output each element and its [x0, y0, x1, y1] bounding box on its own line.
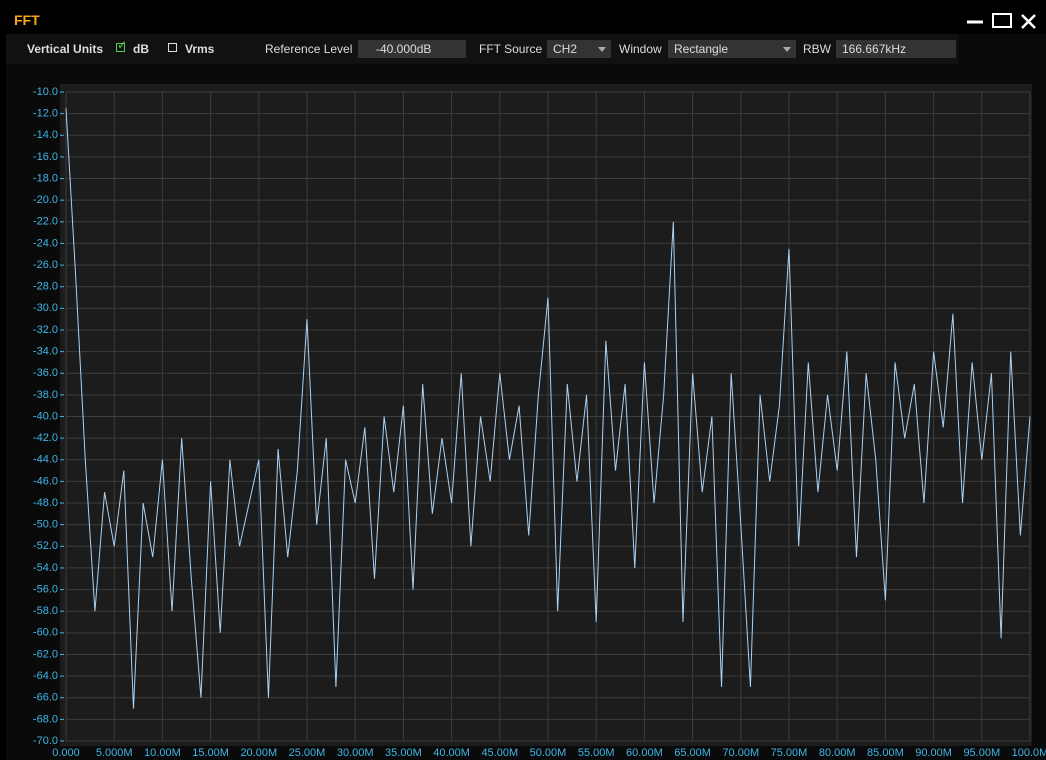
- y-tick-label: -46.0: [33, 475, 58, 487]
- x-tick-label: 20.00M: [240, 747, 277, 759]
- x-tick-label: 60.00M: [626, 747, 663, 759]
- x-tick-label: 30.00M: [337, 747, 374, 759]
- x-tick-label: 15.00M: [192, 747, 229, 759]
- x-tick-label: 85.00M: [867, 747, 904, 759]
- y-tick-label: -14.0: [33, 129, 58, 141]
- maximize[interactable]: [992, 13, 1012, 28]
- x-tick-label: 0.000: [52, 747, 80, 759]
- y-tick-label: -64.0: [33, 670, 58, 682]
- y-tick-label: -16.0: [33, 151, 58, 163]
- y-tick-label: -10.0: [33, 86, 58, 98]
- plot-area: [60, 84, 1032, 746]
- y-tick-label: -38.0: [33, 389, 58, 401]
- x-tick-label: 65.00M: [674, 747, 711, 759]
- y-tick-label: -36.0: [33, 367, 58, 379]
- x-tick-label: 90.00M: [915, 747, 952, 759]
- y-tick-label: -28.0: [33, 281, 58, 293]
- window-title: FFT: [14, 12, 40, 28]
- y-tick-label: -50.0: [33, 519, 58, 531]
- reference-level[interactable]: -40.000dB: [358, 40, 466, 58]
- x-tick-label: 100.0M: [1012, 747, 1046, 759]
- y-tick-label: -48.0: [33, 497, 58, 509]
- window-select[interactable]: Rectangle: [668, 40, 796, 58]
- label: Window: [619, 42, 662, 56]
- y-tick-label: -26.0: [33, 259, 58, 271]
- label: Reference Level: [265, 42, 353, 56]
- y-tick-label: -70.0: [33, 735, 58, 747]
- label: FFT Source: [479, 42, 543, 56]
- checkbox[interactable]: [168, 43, 177, 52]
- y-tick-label: -32.0: [33, 324, 58, 336]
- x-tick-label: 40.00M: [433, 747, 470, 759]
- y-tick-label: -56.0: [33, 583, 58, 595]
- y-tick-label: -40.0: [33, 410, 58, 422]
- x-tick-label: 95.00M: [963, 747, 1000, 759]
- y-tick-label: -60.0: [33, 627, 58, 639]
- y-tick-label: -12.0: [33, 108, 58, 120]
- x-tick-label: 45.00M: [481, 747, 518, 759]
- y-tick-label: -54.0: [33, 562, 58, 574]
- window-controls[interactable]: [967, 13, 1036, 29]
- y-tick-label: -20.0: [33, 194, 58, 206]
- x-tick-label: 35.00M: [385, 747, 422, 759]
- y-tick-label: -66.0: [33, 692, 58, 704]
- x-tick-label: 55.00M: [578, 747, 615, 759]
- checkbox[interactable]: ✓: [116, 38, 128, 52]
- y-tick-label: -24.0: [33, 237, 58, 249]
- x-tick-label: 80.00M: [819, 747, 856, 759]
- x-tick-label: 10.00M: [144, 747, 181, 759]
- label: RBW: [803, 42, 831, 56]
- y-tick-label: -58.0: [33, 605, 58, 617]
- y-tick-label: -62.0: [33, 648, 58, 660]
- y-tick-label: -44.0: [33, 454, 58, 466]
- y-tick-label: -22.0: [33, 216, 58, 228]
- checkbox-label: Vrms: [185, 42, 215, 56]
- x-tick-label: 50.00M: [530, 747, 567, 759]
- rbw[interactable]: 166.667kHz: [836, 40, 956, 58]
- x-tick-label: 5.000M: [96, 747, 133, 759]
- x-tick-label: 70.00M: [722, 747, 759, 759]
- y-tick-label: -42.0: [33, 432, 58, 444]
- y-tick-label: -18.0: [33, 172, 58, 184]
- label: Vertical Units: [27, 42, 104, 56]
- y-tick-label: -34.0: [33, 346, 58, 358]
- checkbox-label: dB: [133, 42, 149, 56]
- y-tick-label: -52.0: [33, 540, 58, 552]
- x-tick-label: 75.00M: [771, 747, 808, 759]
- fft-source[interactable]: CH2: [547, 40, 611, 58]
- y-tick-label: -68.0: [33, 713, 58, 725]
- toolbar-bg: [6, 34, 958, 64]
- close[interactable]: [1021, 14, 1036, 29]
- value: CH2: [553, 42, 578, 56]
- x-tick-label: 25.00M: [289, 747, 326, 759]
- trace: [65, 108, 1031, 709]
- y-tick-label: -30.0: [33, 302, 58, 314]
- value: Rectangle: [674, 42, 729, 56]
